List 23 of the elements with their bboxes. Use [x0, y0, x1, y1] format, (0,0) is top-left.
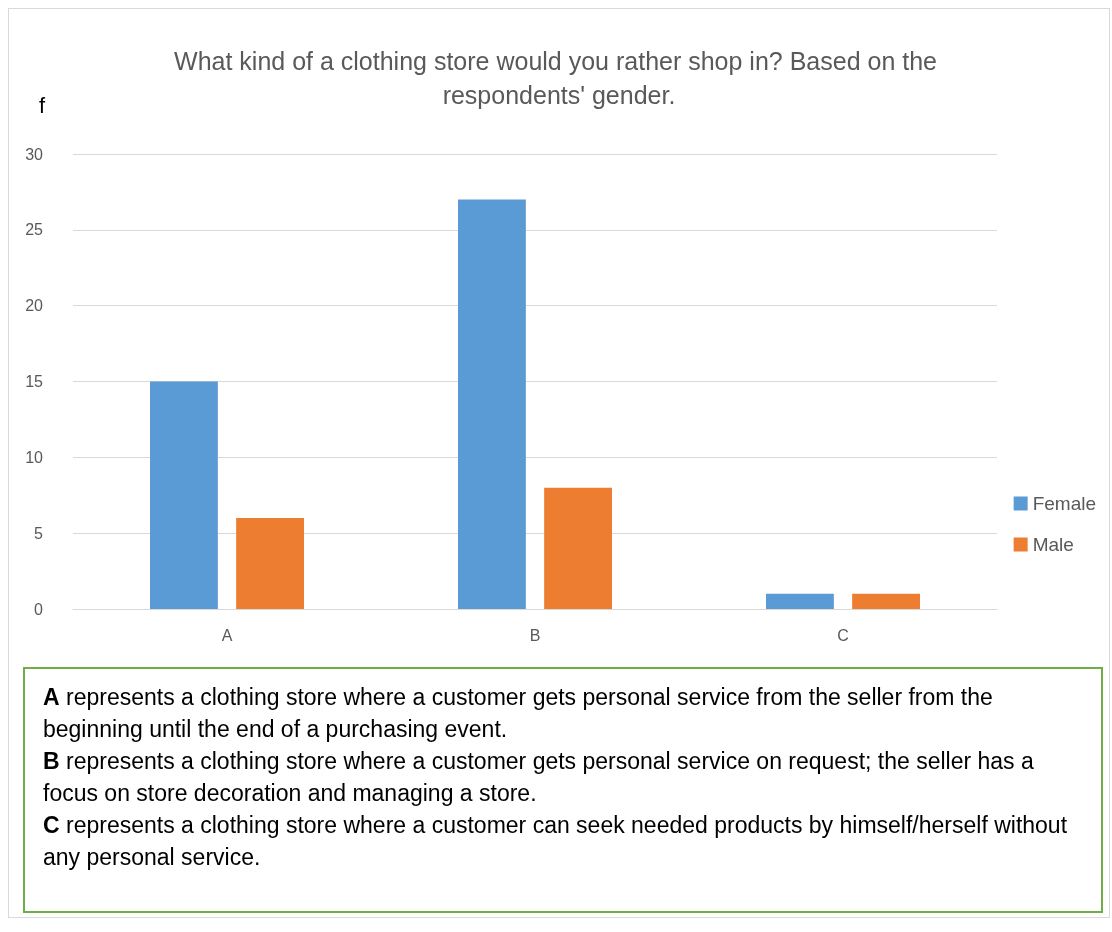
x-tick-label: C — [837, 626, 849, 644]
bar — [544, 487, 612, 609]
text: C represents a clothing store where a customer can seek needed products by himself/herself without any personal service. — [43, 811, 1069, 872]
bar — [150, 381, 218, 609]
bar — [458, 199, 526, 609]
y-axis-title: f — [39, 92, 46, 118]
y-tick-label: 5 — [34, 524, 44, 542]
x-tick-label: B — [529, 626, 541, 644]
x-tick-label: A — [221, 626, 233, 644]
text: B represents a clothing store where a customer gets personal service on request; the seller has a focus on store decoration and managing a store. — [43, 747, 1035, 808]
bar — [852, 593, 920, 609]
bar — [236, 518, 304, 609]
y-tick-label: 25 — [25, 221, 44, 239]
legend-label: Male — [1032, 534, 1074, 555]
chart-title: What kind of a clothing store would you rather shop in? Based on the respondents' gender. — [174, 47, 944, 109]
y-tick-label: 20 — [25, 297, 44, 315]
y-tick-label: 10 — [25, 448, 44, 466]
y-tick-label: 15 — [25, 373, 44, 390]
text: A represents a clothing store where a customer gets personal service from the seller from the beginning until the end of a purchasing event. — [43, 683, 994, 744]
y-tick-label: 30 — [25, 145, 44, 163]
legend-label: Female — [1032, 493, 1096, 514]
y-tick-label: 0 — [34, 600, 44, 618]
bar — [766, 593, 834, 609]
